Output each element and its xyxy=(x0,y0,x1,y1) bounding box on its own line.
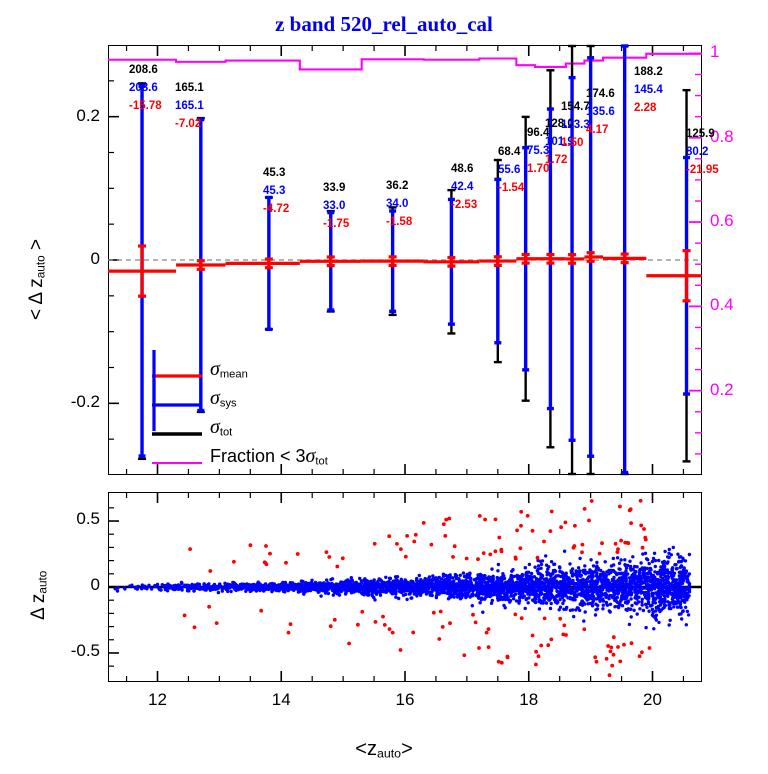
bin-10-mean-value: 4.17 xyxy=(586,124,608,136)
bin-4-mean-value: -1.58 xyxy=(386,216,412,228)
bin-5-sys-value: 42.4 xyxy=(451,181,473,193)
bin-0-tot-value: 208.6 xyxy=(129,64,158,76)
bin-10-tot-value: 174.6 xyxy=(586,88,615,100)
xtick-3: 18 xyxy=(507,690,551,710)
bin-3-mean-value: -1.75 xyxy=(323,218,349,230)
xtick-1: 14 xyxy=(259,690,303,710)
bin-8-mean-value: 1.72 xyxy=(545,154,567,166)
top-ytick-2: -0.2 xyxy=(42,392,100,412)
bin-9-mean-value: 1.50 xyxy=(561,137,583,149)
bin-2-sys-value: 45.3 xyxy=(263,185,285,197)
bin-3-sys-value: 33.0 xyxy=(323,200,345,212)
bin-10-sys-value: 135.6 xyxy=(586,106,615,118)
bin-1-tot-value: 165.1 xyxy=(175,82,204,94)
bin-5-tot-value: 48.6 xyxy=(451,163,473,175)
bin-4-tot-value: 36.2 xyxy=(386,180,408,192)
right-ytick-1: 0.8 xyxy=(710,127,760,147)
bin-12-mean-value: -21.95 xyxy=(686,164,719,176)
right-ytick-2: 0.6 xyxy=(710,211,760,231)
bin-6-sys-value: 55.6 xyxy=(498,164,520,176)
bin-5-mean-value: -2.53 xyxy=(451,199,477,211)
bin-2-tot-value: 45.3 xyxy=(263,167,285,179)
top-ytick-1: 0 xyxy=(42,249,100,269)
right-ytick-4: 0.2 xyxy=(710,380,760,400)
xtick-0: 12 xyxy=(136,690,180,710)
bin-6-tot-value: 68.4 xyxy=(498,146,520,158)
xtick-2: 16 xyxy=(383,690,427,710)
bin-0-sys-value: 208.6 xyxy=(129,82,158,94)
bin-2-mean-value: -4.72 xyxy=(263,203,289,215)
bin-1-sys-value: 165.1 xyxy=(175,100,204,112)
bin-4-sys-value: 34.0 xyxy=(386,198,408,210)
right-ytick-0: 1 xyxy=(710,42,760,62)
bin-12-tot-value: 125.9 xyxy=(686,128,715,140)
bin-11-mean-value: 2.28 xyxy=(634,102,656,114)
figure-root: z band 520_rel_auto_cal < Δ zauto > Δ za… xyxy=(0,0,768,774)
bin-0-mean-value: -15.78 xyxy=(129,100,162,112)
top-ytick-0: 0.2 xyxy=(42,106,100,126)
bin-1-mean-value: -7.02 xyxy=(175,118,201,130)
bottom-ytick-2: -0.5 xyxy=(38,641,100,661)
bin-11-tot-value: 188.2 xyxy=(634,66,663,78)
bottom-panel-graphics xyxy=(0,0,768,774)
bin-3-tot-value: 33.9 xyxy=(323,182,345,194)
bottom-ytick-0: 0.5 xyxy=(38,509,100,529)
bin-12-sys-value: 80.2 xyxy=(686,146,708,158)
xtick-4: 20 xyxy=(631,690,675,710)
right-ytick-3: 0.4 xyxy=(710,295,760,315)
bin-11-sys-value: 145.4 xyxy=(634,84,663,96)
bin-6-mean-value: -1.54 xyxy=(498,182,524,194)
bottom-ytick-1: 0 xyxy=(38,575,100,595)
